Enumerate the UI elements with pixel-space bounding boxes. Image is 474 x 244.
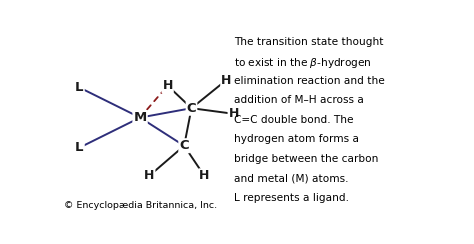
Text: C=C double bond. The: C=C double bond. The — [234, 115, 353, 125]
Text: H: H — [199, 169, 210, 182]
Text: H: H — [228, 107, 239, 120]
Text: H: H — [144, 169, 155, 182]
Text: L represents a ligand.: L represents a ligand. — [234, 193, 349, 203]
Text: and metal (M) atoms.: and metal (M) atoms. — [234, 173, 348, 183]
Text: C: C — [179, 139, 189, 152]
Text: C: C — [187, 102, 196, 115]
Text: M: M — [134, 111, 146, 124]
Text: addition of M–H across a: addition of M–H across a — [234, 95, 364, 105]
Text: The transition state thought: The transition state thought — [234, 37, 383, 47]
Text: H: H — [221, 73, 232, 87]
Text: elimination reaction and the: elimination reaction and the — [234, 76, 384, 86]
Text: H: H — [163, 79, 173, 92]
Text: to exist in the $\it{\beta}$-hydrogen: to exist in the $\it{\beta}$-hydrogen — [234, 56, 372, 70]
Text: L: L — [75, 141, 84, 154]
Text: L: L — [75, 81, 84, 94]
Text: hydrogen atom forms a: hydrogen atom forms a — [234, 134, 359, 144]
Text: bridge between the carbon: bridge between the carbon — [234, 154, 378, 164]
Text: © Encyclopædia Britannica, Inc.: © Encyclopædia Britannica, Inc. — [64, 201, 217, 210]
